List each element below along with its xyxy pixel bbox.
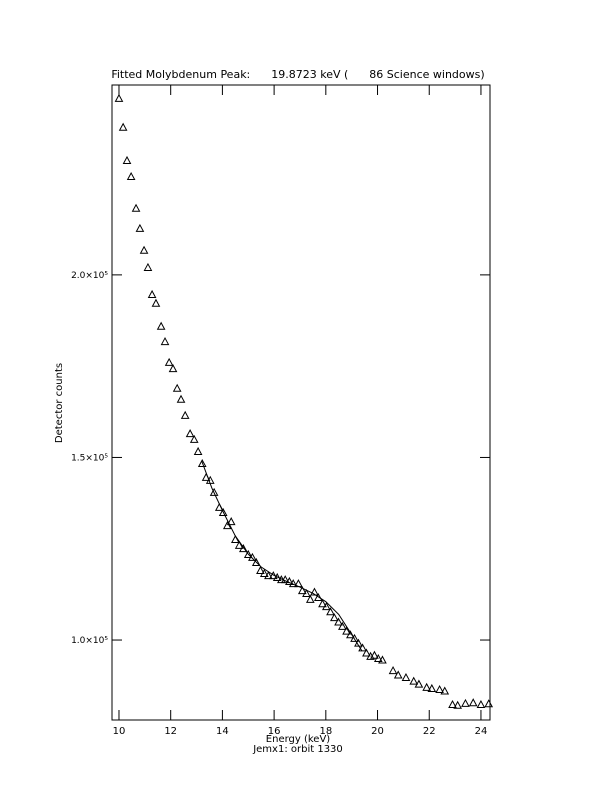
data-point [164, 357, 174, 366]
x-tick-label: 22 [423, 726, 436, 737]
data-point [358, 643, 367, 652]
x-tick-label: 12 [164, 726, 177, 737]
subtitle: Jemx1: orbit 1330 [252, 744, 343, 755]
data-point [259, 568, 269, 577]
data-point [168, 364, 178, 373]
data-point [373, 653, 383, 663]
data-point [139, 245, 149, 254]
data-point [222, 521, 232, 530]
x-tick-label: 10 [113, 726, 126, 737]
x-axis-label: Energy (keV) [266, 734, 331, 745]
data-point [330, 613, 339, 622]
data-point [401, 672, 411, 682]
data-point [126, 171, 136, 181]
data-point [378, 655, 387, 664]
data-point [468, 698, 478, 707]
data-point [147, 289, 157, 298]
data-point [172, 383, 182, 392]
data-point [143, 262, 153, 271]
x-tick-label: 24 [475, 726, 488, 737]
data-point [243, 549, 253, 558]
x-tick-label: 18 [319, 726, 332, 737]
chart-title: Fitted Molybdenum Peak: 19.8723 keV ( 86… [111, 68, 484, 81]
data-point [185, 429, 195, 438]
data-point [334, 617, 343, 626]
data-point [226, 517, 236, 526]
data-point [156, 321, 166, 330]
y-tick-label: 1.5×10⁵ [71, 453, 108, 463]
data-point [209, 487, 219, 496]
data-point [322, 602, 331, 611]
data-point [114, 93, 124, 102]
data-point [338, 621, 347, 630]
data-point [435, 685, 444, 694]
data-point [135, 223, 145, 232]
plot-frame [111, 84, 491, 721]
data-point [302, 588, 311, 598]
data-point [256, 565, 265, 575]
data-point [484, 699, 494, 708]
data-point [176, 394, 186, 403]
x-tick-label: 14 [216, 726, 229, 737]
data-point [310, 587, 319, 596]
data-point [476, 699, 486, 709]
fit-line [201, 460, 363, 652]
data-point [160, 337, 170, 346]
data-point [193, 446, 203, 455]
data-point [461, 698, 470, 707]
data-point [297, 586, 307, 595]
data-point [388, 666, 398, 675]
y-tick-label: 2.0×10⁵ [71, 271, 108, 281]
data-point [151, 298, 161, 307]
data-point [118, 122, 128, 131]
data-point [427, 683, 437, 692]
data-point [239, 544, 248, 553]
x-tick-label: 16 [268, 726, 281, 737]
data-point [453, 700, 463, 709]
data-point [326, 607, 335, 616]
data-point [414, 679, 424, 688]
data-point [313, 592, 323, 602]
data-point [409, 676, 419, 685]
data-point [122, 155, 132, 164]
data-point [350, 633, 359, 642]
data-point [285, 576, 294, 585]
data-point [264, 571, 273, 580]
data-point [131, 203, 141, 212]
y-axis-label: Detector counts [54, 363, 65, 443]
data-point [251, 557, 261, 566]
data-point [362, 648, 371, 657]
data-point [305, 594, 315, 603]
data-point [440, 686, 450, 695]
data-point [180, 410, 190, 419]
data-point [197, 458, 207, 468]
x-tick-label: 20 [371, 726, 384, 737]
data-point [189, 434, 199, 443]
data-point [448, 699, 457, 709]
data-point [422, 682, 431, 691]
data-point [342, 626, 351, 635]
y-tick-label: 1.0×10⁵ [71, 636, 108, 646]
data-point [393, 670, 403, 679]
data-point [318, 599, 327, 608]
data-point [370, 650, 379, 659]
data-point [234, 540, 244, 549]
data-point [218, 507, 228, 516]
